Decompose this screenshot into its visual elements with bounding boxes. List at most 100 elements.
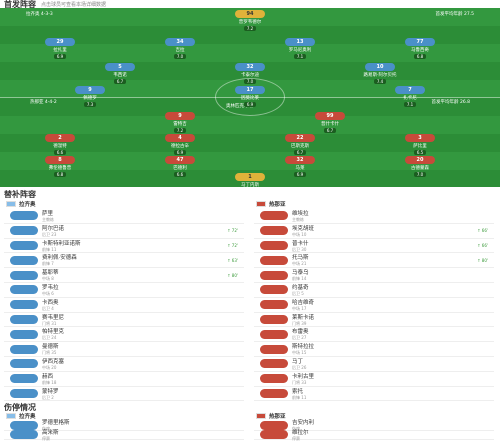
player-position: 后卫 2 [42, 394, 54, 400]
home-player-77[interactable]: 77 马鲁西奇 6.8 [390, 38, 450, 60]
away-sub-row[interactable]: 索托 前锋 11 [254, 387, 494, 402]
player-name: 卡西奥 [42, 299, 59, 306]
sub-time-badge: ↑ 80' [227, 272, 238, 278]
away-subs-team[interactable]: 热那亚 [256, 200, 286, 208]
home-sub-row[interactable]: 赫西 前锋 18 [4, 372, 244, 387]
home-sub-row[interactable]: 卡西奥 后卫 4 [4, 298, 244, 313]
away-player-47[interactable]: 47 巴德利 6.6 [150, 156, 210, 178]
home-player-5[interactable]: 5 韦西诺 6.7 [90, 63, 150, 85]
home-sub-row[interactable]: 伊西克塞 中场 20 [4, 357, 244, 372]
away-player-22[interactable]: 22 巴斯克斯 6.7 [270, 134, 330, 156]
away-sub-row[interactable]: 马丁 后卫 26 [254, 357, 494, 372]
player-name: 扎卡尼 [403, 96, 417, 101]
player-number-badge: 8 [45, 156, 75, 164]
avatar [10, 240, 38, 250]
player-name: 布雷奥 [292, 329, 309, 336]
avatar [260, 285, 288, 295]
player-rating: 6.6 [173, 172, 187, 177]
home-player-29[interactable]: 29 拉扎里 6.9 [30, 38, 90, 60]
player-name: 莱斯卡诺 [292, 314, 315, 321]
home-sub-row[interactable]: 卡斯特利亚诺斯 前锋 11 ↑ 72' [4, 239, 244, 254]
away-player-2[interactable]: 2 德温特 6.6 [30, 134, 90, 156]
home-player-94[interactable]: 94 普罗韦德尔 7.2 [220, 10, 280, 32]
player-rating: 7.3 [83, 102, 97, 107]
player-rating: 7.2 [243, 26, 257, 31]
away-sub-row[interactable]: 埃克胡班 中场 10 ↑ 66' [254, 224, 494, 239]
player-name: 雷特吉 [173, 122, 187, 127]
player-position: 前锋 11 [42, 246, 57, 252]
center-circle [215, 78, 285, 116]
away-flag-icon [256, 201, 266, 207]
home-sub-row[interactable]: 费利佩·安德森 前锋 7 ↑ 63' [4, 253, 244, 269]
away-player-4[interactable]: 4 德拉古辛 6.9 [150, 134, 210, 156]
home-subs-team[interactable]: 拉齐奥 [6, 200, 36, 208]
away-sub-row[interactable]: 约基奇 后卫 5 [254, 283, 494, 298]
player-position: 前锋 7 [42, 261, 54, 267]
player-position: 中场 6 [42, 290, 54, 296]
player-rating: 6.7 [293, 150, 307, 155]
away-player-1[interactable]: 1马丁内斯6.8 [220, 173, 280, 187]
away-sub-row[interactable]: 斯特拉拉 中场 15 [254, 342, 494, 357]
home-injury-row[interactable]: 罗德里格斯 伤病 [4, 420, 244, 431]
player-position: 停赛 [292, 435, 300, 441]
home-player-10[interactable]: 10 路易斯·阿尔贝托 7.4 [350, 63, 410, 85]
subs-header: 替补阵容 [0, 189, 500, 199]
injury-title: 伤停情况 [4, 402, 36, 412]
home-player-34[interactable]: 34 吉拉 7.0 [150, 38, 210, 60]
away-player-99[interactable]: 99 普什卡什 6.7 [300, 112, 360, 134]
away-sub-row[interactable]: 莱斯卡诺 门将 39 [254, 313, 494, 328]
sub-time-badge: ↑ 80' [477, 257, 488, 263]
home-injury-team[interactable]: 拉齐奥 [6, 412, 36, 420]
away-sub-row[interactable]: 马泰乌 前锋 14 [254, 268, 494, 283]
home-sub-row[interactable]: 阿尔巴诺 后卫 23 ↑ 72' [4, 224, 244, 239]
avatar [10, 300, 38, 310]
home-sub-row[interactable]: 罗韦拉 中场 6 [4, 283, 244, 298]
stadium-label: 奥林匹克球场 [226, 104, 253, 109]
away-sub-row[interactable]: 布雷奥 后卫 27 [254, 327, 494, 343]
player-name: 约基奇 [292, 284, 309, 291]
away-injury-team[interactable]: 热那亚 [256, 412, 286, 420]
player-name: 高米斯 [42, 429, 59, 436]
avatar [10, 285, 38, 295]
away-injury-row[interactable]: 吉安内利 伤病 [254, 420, 494, 431]
player-number-badge: 99 [315, 112, 345, 120]
player-position: 主教练 [42, 216, 54, 222]
away-sub-row[interactable]: 普卡什 后卫 30 ↑ 66' [254, 239, 494, 254]
home-injury-row[interactable]: 高米斯 停赛 [4, 429, 244, 441]
home-sub-row[interactable]: 曼德斯 门将 35 [4, 342, 244, 357]
home-player-32[interactable]: 32 卡泰尔迪 7.0 [220, 63, 280, 85]
player-position: 后卫 27 [292, 335, 307, 341]
player-position: 中场 20 [42, 364, 57, 370]
home-player-17[interactable]: 17 因莫比莱 6.9 [220, 86, 280, 108]
away-injury-row[interactable]: 维拉尔 停赛 [254, 430, 494, 441]
player-position: 中场 8 [42, 276, 54, 282]
away-player-9[interactable]: 9 雷特吉 7.2 [150, 112, 210, 134]
away-player-3[interactable]: 3 萨比里 6.5 [390, 134, 450, 156]
home-sub-row[interactable]: 萨里 主教练 [4, 209, 244, 224]
avatar [10, 374, 38, 384]
home-sub-row[interactable]: 蒙特罗 后卫 2 [4, 387, 244, 402]
home-sub-row[interactable]: 基耶蒂 中场 8 ↑ 80' [4, 268, 244, 283]
player-position: 后卫 23 [42, 231, 57, 237]
home-player-7[interactable]: 7 扎卡尼 7.1 [380, 86, 440, 108]
player-name: 赫西 [42, 373, 54, 380]
avatar [260, 430, 288, 440]
away-flag-icon [256, 413, 266, 419]
away-sub-row[interactable]: 托马斯 中场 21 ↑ 80' [254, 253, 494, 269]
away-sub-row[interactable]: 卡利古里 门将 33 [254, 372, 494, 387]
home-sub-row[interactable]: 赛韦里尼 门将 31 [4, 313, 244, 328]
player-number-badge: 22 [285, 134, 315, 142]
home-age-label: 首发平均年龄 27.5 [435, 12, 474, 17]
home-player-13[interactable]: 13 罗马尼奥利 7.1 [270, 38, 330, 60]
player-name: 普卡什 [292, 240, 309, 247]
away-sub-row[interactable]: 维埃拉 主教练 [254, 209, 494, 224]
home-player-9[interactable]: 9 佩德罗 7.3 [60, 86, 120, 108]
player-number-badge: 2 [45, 134, 75, 142]
away-player-20[interactable]: 20 古德蒙森 7.0 [390, 156, 450, 178]
player-name: 吉拉 [175, 48, 185, 53]
away-player-8[interactable]: 8 弗伦德鲁普 6.8 [30, 156, 90, 178]
home-sub-row[interactable]: 帕特里克 后卫 24 [4, 327, 244, 343]
away-player-32[interactable]: 32 马莱 6.9 [270, 156, 330, 178]
player-rating: 6.9 [293, 172, 307, 177]
away-sub-row[interactable]: 哈吉维奇 中场 17 [254, 298, 494, 313]
